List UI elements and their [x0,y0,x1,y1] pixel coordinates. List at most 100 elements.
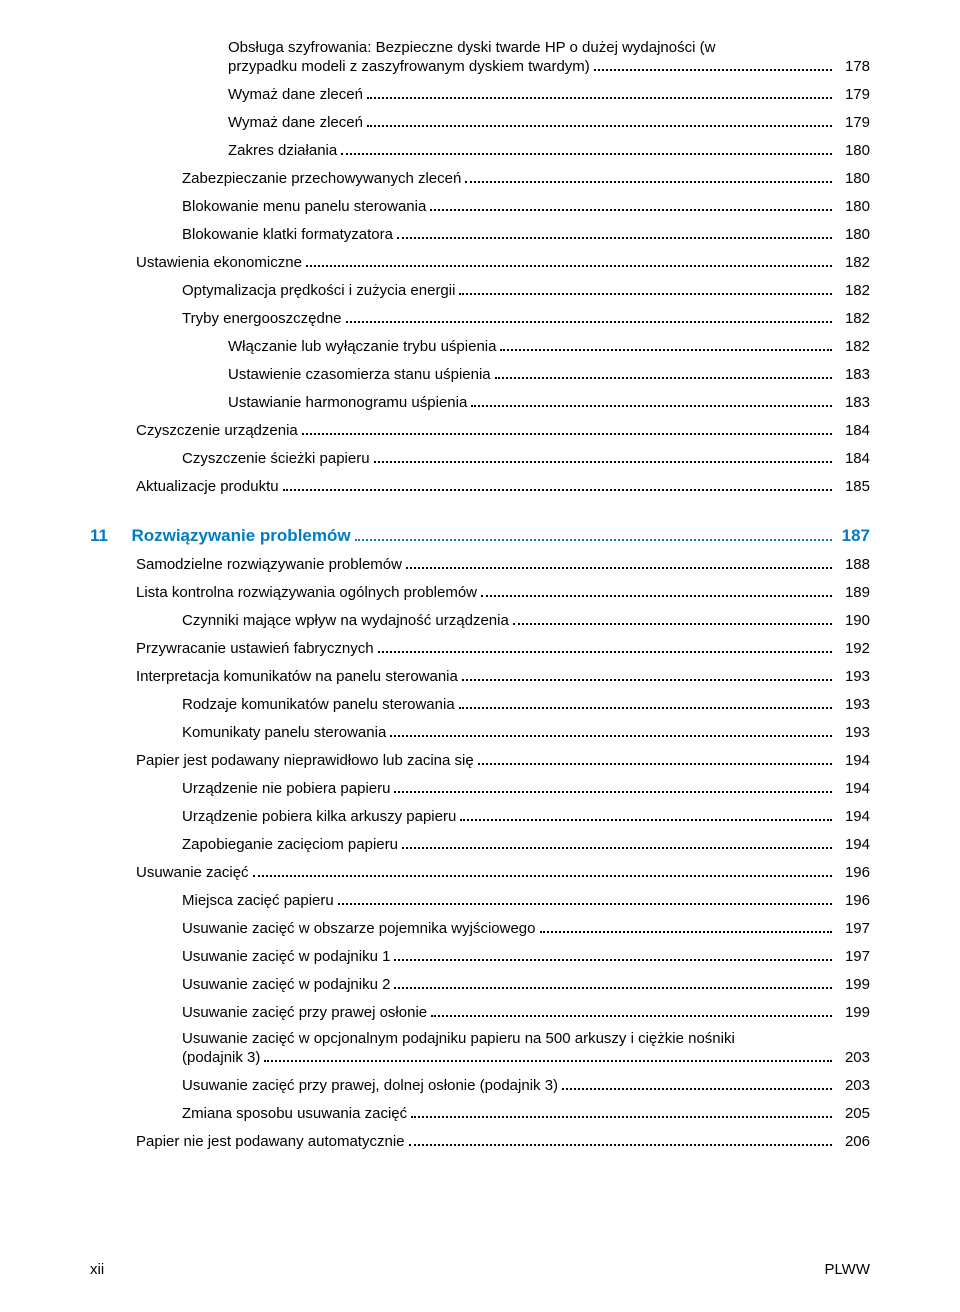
toc-page-number: 180 [836,199,870,214]
toc-page-number: 193 [836,725,870,740]
toc-entry-row[interactable]: Papier jest podawany nieprawidłowo lub z… [90,751,870,768]
toc-entry-label: Usuwanie zacięć w podajniku 1 [182,949,390,964]
toc-entry-row[interactable]: Ustawienie czasomierza stanu uśpienia 18… [90,365,870,382]
toc-page-number: 190 [836,613,870,628]
toc-chapter-row[interactable]: 11 Rozwiązywanie problemów 187 [90,525,870,544]
toc-entry-label: Usuwanie zacięć w podajniku 2 [182,977,390,992]
toc-entry-row[interactable]: Komunikaty panelu sterowania 193 [90,723,870,740]
toc-entry-row[interactable]: Rodzaje komunikatów panelu sterowania 19… [90,695,870,712]
toc-entry-label: (podajnik 3) [182,1050,260,1065]
toc-leader-dots [253,863,832,877]
toc-page-number: 203 [836,1078,870,1093]
toc-page-number: 194 [836,837,870,852]
toc-entry-row[interactable]: Samodzielne rozwiązywanie problemów 188 [90,555,870,572]
toc-entry-label: Wymaż dane zleceń [228,115,363,130]
toc-entry-row[interactable]: Przywracanie ustawień fabrycznych 192 [90,639,870,656]
toc-leader-dots [471,393,832,407]
toc-entry-row[interactable]: Włączanie lub wyłączanie trybu uśpienia … [90,337,870,354]
toc-entry-row[interactable]: Aktualizacje produktu 185 [90,477,870,494]
toc-entry-row[interactable]: Czynniki mające wpływ na wydajność urząd… [90,611,870,628]
toc-leader-dots [459,695,832,709]
toc-entry-label: Usuwanie zacięć w opcjonalnym podajniku … [182,1031,735,1046]
toc-entry-label: Zapobieganie zacięciom papieru [182,837,398,852]
toc-entry-row[interactable]: Usuwanie zacięć w obszarze pojemnika wyj… [90,919,870,936]
toc-entry-row[interactable]: Miejsca zacięć papieru 196 [90,891,870,908]
toc-entry-label: Usuwanie zacięć przy prawej osłonie [182,1005,427,1020]
toc-leader-dots [367,113,832,127]
toc-entry-row[interactable]: (podajnik 3) 203 [90,1048,870,1065]
toc-leader-dots [562,1076,832,1090]
toc-page-number: 193 [836,697,870,712]
toc-entry-row[interactable]: Urządzenie nie pobiera papieru 194 [90,779,870,796]
toc-page-number: 183 [836,395,870,410]
toc-page-number: 193 [836,669,870,684]
toc-entry-row[interactable]: Usuwanie zacięć przy prawej, dolnej osło… [90,1076,870,1093]
toc-entry-row[interactable]: Wymaż dane zleceń 179 [90,113,870,130]
toc-leader-dots [338,891,832,905]
toc-entry-label: Blokowanie menu panelu sterowania [182,199,426,214]
toc-page-number: 185 [836,479,870,494]
toc-leader-dots [513,611,832,625]
toc-page-number: 182 [836,255,870,270]
toc-entry-row[interactable]: Blokowanie menu panelu sterowania 180 [90,197,870,214]
toc-entry-row[interactable]: Zapobieganie zacięciom papieru 194 [90,835,870,852]
page-footer: xii PLWW [90,1261,870,1278]
toc-entry-label: Czyszczenie ścieżki papieru [182,451,370,466]
toc-leader-dots [264,1048,832,1062]
toc-page-number: 182 [836,311,870,326]
toc-entry-label: Lista kontrolna rozwiązywania ogólnych p… [136,585,477,600]
toc-entry-row[interactable]: Lista kontrolna rozwiązywania ogólnych p… [90,583,870,600]
toc-page-number: 180 [836,227,870,242]
toc-entry-row[interactable]: Usuwanie zacięć przy prawej osłonie 199 [90,1003,870,1020]
toc-entry-row[interactable]: Usuwanie zacięć w podajniku 1 197 [90,947,870,964]
toc-leader-dots [594,57,832,71]
toc-page-number: 203 [836,1050,870,1065]
toc-entry-label: Obsługa szyfrowania: Bezpieczne dyski tw… [228,40,715,55]
toc-entry-label: Usuwanie zacięć [136,865,249,880]
toc-entry-row[interactable]: Zabezpieczanie przechowywanych zleceń 18… [90,169,870,186]
footer-page-number: xii [90,1261,104,1278]
toc-entry-row[interactable]: Ustawianie harmonogramu uśpienia 183 [90,393,870,410]
toc-entry-row[interactable]: Usuwanie zacięć w podajniku 2 199 [90,975,870,992]
toc-leader-dots [367,85,832,99]
toc-entry-label: Interpretacja komunikatów na panelu ster… [136,669,458,684]
toc-entry-row[interactable]: Czyszczenie urządzenia 184 [90,421,870,438]
toc-leader-dots [283,477,832,491]
toc-entry-label: Samodzielne rozwiązywanie problemów [136,557,402,572]
toc-entry-label: Włączanie lub wyłączanie trybu uśpienia [228,339,496,354]
toc-entry-row[interactable]: Czyszczenie ścieżki papieru 184 [90,449,870,466]
toc-leader-dots [406,555,832,569]
toc-entry-row[interactable]: Tryby energooszczędne 182 [90,309,870,326]
toc-entry-row[interactable]: Urządzenie pobiera kilka arkuszy papieru… [90,807,870,824]
toc-page-number: 194 [836,809,870,824]
toc-entry-row[interactable]: Wymaż dane zleceń 179 [90,85,870,102]
toc-page-number: 184 [836,451,870,466]
toc-page-number: 179 [836,115,870,130]
toc-entry-label: Komunikaty panelu sterowania [182,725,386,740]
toc-entry-label: przypadku modeli z zaszyfrowanym dyskiem… [228,59,590,74]
toc-leader-dots [394,779,832,793]
toc-entry-row[interactable]: Zakres działania 180 [90,141,870,158]
toc-entry-row[interactable]: Blokowanie klatki formatyzatora 180 [90,225,870,242]
toc-leader-dots [411,1104,832,1118]
toc-entry-label-line: Obsługa szyfrowania: Bezpieczne dyski tw… [90,40,870,55]
toc-entry-row[interactable]: Papier nie jest podawany automatycznie 2… [90,1132,870,1149]
toc-entry-row[interactable]: Zmiana sposobu usuwania zacięć 205 [90,1104,870,1121]
toc-page-number: 178 [836,59,870,74]
toc-leader-dots [460,807,832,821]
toc-entry-label: Urządzenie nie pobiera papieru [182,781,390,796]
toc-chapter-label: 11 Rozwiązywanie problemów [90,527,351,544]
toc-entry-row[interactable]: Interpretacja komunikatów na panelu ster… [90,667,870,684]
table-of-contents: Obsługa szyfrowania: Bezpieczne dyski tw… [90,40,870,1149]
toc-entry-row[interactable]: przypadku modeli z zaszyfrowanym dyskiem… [90,57,870,74]
toc-entry-label: Papier nie jest podawany automatycznie [136,1134,405,1149]
toc-entry-row[interactable]: Ustawienia ekonomiczne 182 [90,253,870,270]
toc-entry-label: Blokowanie klatki formatyzatora [182,227,393,242]
toc-leader-dots [431,1003,832,1017]
toc-page-number: 205 [836,1106,870,1121]
toc-entry-row[interactable]: Usuwanie zacięć 196 [90,863,870,880]
toc-page-number: 199 [836,1005,870,1020]
toc-page-number: 184 [836,423,870,438]
toc-entry-row[interactable]: Optymalizacja prędkości i zużycia energi… [90,281,870,298]
toc-leader-dots [402,835,832,849]
